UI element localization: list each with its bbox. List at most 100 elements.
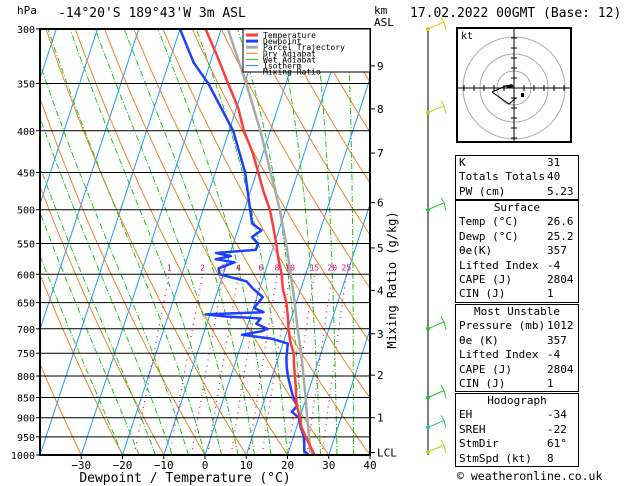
isotherm-line (40, 29, 98, 206)
most-unstable-table: Most Unstable Pressure (mb) 1012 θe (K) 35… (455, 304, 579, 393)
legend-label: Temperature (263, 31, 316, 40)
mu-label: Lifted Index (459, 348, 539, 362)
surface-value: 26.6 (547, 215, 574, 229)
y-tick-label: 700 (17, 325, 35, 336)
profiles (178, 29, 316, 455)
index-row-pw: PW (cm) 5.23 (456, 185, 578, 199)
y-tick-label: 400 (17, 127, 35, 138)
wind-barb (427, 316, 447, 330)
dry-adiabat-line (40, 96, 206, 455)
km-tick-label: LCL (377, 447, 397, 460)
y-tick-label: 450 (17, 168, 35, 179)
most-unstable-title: Most Unstable (473, 305, 561, 318)
mu-label: CIN (J) (459, 376, 506, 390)
mu-value: 1012 (547, 319, 574, 333)
hodo-row: SREH -22 (456, 423, 578, 437)
mu-value: 2804 (547, 362, 574, 376)
hodo-label: EH (459, 408, 473, 422)
surface-row: CAPE (J) 2804 (456, 273, 578, 287)
parcel-trajectory-line (226, 29, 316, 455)
mixing-ratio-tick-label: 4 (236, 263, 241, 272)
dry-adiabat-line (279, 29, 370, 184)
mixing-ratio-line (230, 274, 262, 455)
hodo-label: StmSpd (kt) (459, 451, 532, 465)
isotherm-line (0, 29, 15, 455)
x-tick-label: 30 (322, 459, 335, 472)
wet-adiabat-line (69, 29, 222, 455)
mixing-ratio-tick-label: 15 (310, 263, 320, 272)
surface-value: 1 (547, 287, 554, 301)
surface-label: Temp (°C) (459, 215, 519, 229)
storm-motion-marker (521, 93, 524, 97)
x-tick-label: 0 (202, 459, 209, 472)
mu-label: CAPE (J) (459, 362, 512, 376)
x-axis-label: Dewpoint / Temperature (°C) (79, 471, 290, 486)
wet-adiabat-line (237, 29, 305, 455)
mu-value: 1 (547, 376, 554, 390)
wet-adiabat-line (40, 116, 173, 455)
mu-value: 357 (547, 333, 567, 347)
mixing-ratio-line (321, 274, 347, 455)
mu-row: CIN (J) 1 (456, 377, 578, 391)
mixing-ratio-tick-label: 1 (167, 263, 172, 272)
mu-label: Pressure (mb) (459, 319, 546, 333)
y-tick-label: 550 (17, 239, 35, 250)
y-tick-label: 750 (17, 349, 35, 360)
y-tick-label: 600 (17, 270, 35, 281)
mixing-ratio-labels: 1 2 3 4 6 8 10 15 20 25 (167, 263, 351, 272)
index-value: 40 (547, 170, 561, 184)
surface-label: CAPE (J) (459, 272, 512, 286)
isotherm-line (245, 76, 370, 455)
legend-label: Mixing Ratio (263, 68, 321, 77)
surface-label: θe(K) (459, 244, 493, 258)
wet-adiabat-line (347, 29, 354, 455)
y-tick-label: 500 (17, 206, 35, 217)
mu-value: -4 (547, 348, 561, 362)
wet-adiabat-line (40, 62, 189, 455)
mixing-ratio-line (287, 274, 315, 455)
hodograph-trace-head (505, 84, 514, 88)
y-tick-label: 1000 (11, 451, 35, 462)
mu-row: Pressure (mb) 1012 (456, 319, 578, 333)
wet-adiabat-line (40, 165, 156, 455)
credit-link[interactable]: © weatheronline.co.uk (457, 469, 603, 483)
index-value: 5.23 (547, 184, 574, 198)
legend-label: Isotherm (263, 62, 302, 71)
hodo-label: StmDir (459, 437, 499, 451)
y-tick-label: 350 (17, 80, 35, 91)
hodo-value: 61° (547, 437, 567, 451)
index-row-k: K 31 (456, 156, 578, 170)
x-tick-label: 10 (240, 459, 253, 472)
surface-value: 2804 (547, 272, 574, 286)
surface-row: CIN (J) 1 (456, 287, 578, 301)
hodograph: kt (456, 27, 572, 143)
isotherm-line (163, 29, 305, 455)
x-tick-label: −20 (113, 459, 133, 472)
mixing-ratio-line (169, 274, 204, 455)
wind-barb (427, 100, 447, 114)
wind-barbs (426, 16, 447, 455)
temperature-axis: −30 −20 −10 0 10 20 30 40 (71, 455, 377, 472)
km-tick-label: 7 (377, 147, 384, 160)
indices-table: K 31 Totals Totals 40 PW (cm) 5.23 (455, 155, 579, 201)
mu-row: θe (K) 357 (456, 334, 578, 348)
legend-label: Dewpoint (263, 37, 302, 46)
dry-adiabat-line (40, 362, 82, 455)
hodograph-unit: kt (461, 31, 473, 42)
y-tick-label: 800 (17, 372, 35, 383)
dry-adiabat-line (220, 29, 370, 290)
surface-label: Dewp (°C) (459, 229, 519, 243)
legend-label: Parcel Trajectory (263, 43, 345, 52)
isotherm-line (40, 29, 181, 455)
isotherm-line (328, 328, 370, 455)
mixing-ratio-tick-label: 20 (327, 263, 337, 272)
hodo-row: StmDir 61° (456, 437, 578, 451)
km-tick-label: 8 (377, 103, 384, 116)
km-tick-label: 6 (377, 197, 384, 210)
mu-row: CAPE (J) 2804 (456, 363, 578, 377)
hodo-value: 8 (547, 451, 554, 465)
mixing-ratio-tick-label: 25 (342, 263, 352, 272)
location-title: -14°20'S 189°43'W 3m ASL (58, 6, 246, 21)
isotherm-line (122, 29, 263, 455)
